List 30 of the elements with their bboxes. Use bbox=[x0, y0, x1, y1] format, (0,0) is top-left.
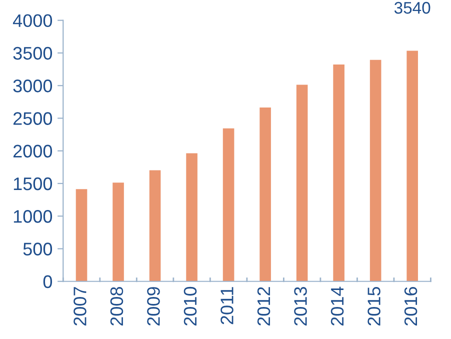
y-tick-label: 3500 bbox=[13, 46, 52, 60]
bar bbox=[112, 182, 125, 282]
y-tick-label: 3000 bbox=[13, 80, 52, 92]
y-tick-label: 2000 bbox=[13, 144, 52, 158]
bar bbox=[75, 188, 88, 282]
bar bbox=[406, 50, 419, 282]
x-tick-label: 2007 bbox=[74, 287, 86, 326]
x-tick-label: 2010 bbox=[184, 286, 197, 326]
y-tick-label: 0 bbox=[43, 275, 52, 288]
x-tick-label: 2013 bbox=[294, 287, 307, 326]
y-tick-label: 1500 bbox=[14, 177, 52, 190]
bar bbox=[369, 59, 382, 282]
x-tick-label: 2009 bbox=[147, 287, 160, 326]
x-tick-label: 2008 bbox=[110, 287, 124, 326]
bar bbox=[332, 64, 346, 282]
x-tick-label: 2011 bbox=[220, 287, 234, 324]
data-label: 3540 bbox=[394, 2, 430, 14]
x-tick-label: 2015 bbox=[368, 286, 380, 326]
y-tick-label: 4000 bbox=[12, 14, 52, 28]
y-tick-label: 1000 bbox=[14, 210, 52, 223]
y-tick-label: 2500 bbox=[13, 112, 52, 125]
bar bbox=[258, 106, 272, 282]
bar bbox=[185, 152, 198, 282]
bar bbox=[148, 169, 162, 282]
x-tick-label: 2016 bbox=[404, 287, 418, 326]
y-tick-label: 500 bbox=[23, 242, 52, 256]
x-tick-label: 2012 bbox=[257, 287, 270, 326]
bar bbox=[296, 84, 309, 282]
x-tick-label: 2014 bbox=[330, 286, 344, 326]
bar bbox=[222, 128, 236, 282]
